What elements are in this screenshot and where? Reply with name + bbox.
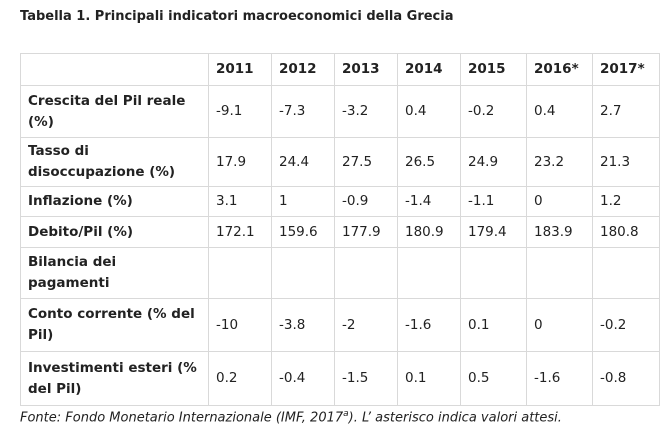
table-cell: -0.9 <box>334 186 398 217</box>
table-cell: 17.9 <box>208 137 272 187</box>
table-cell: 2.7 <box>592 85 660 138</box>
table-cell: -1.6 <box>526 351 593 406</box>
table-cell: 0 <box>526 298 593 352</box>
source-text: Fonte: Fondo Monetario Internazionale (I… <box>20 410 344 426</box>
table-cell: 180.8 <box>592 216 660 248</box>
table-cell: -1.4 <box>397 186 461 217</box>
table-cell: 23.2 <box>526 137 593 187</box>
header-row: 2011 2012 2013 2014 2015 2016* 2017* <box>20 53 660 86</box>
table-cell: -0.2 <box>592 298 660 352</box>
header-cell-2016: 2016* <box>526 53 593 86</box>
table-cell: -3.2 <box>334 85 398 138</box>
source-note: Fonte: Fondo Monetario Internazionale (I… <box>20 409 562 425</box>
table-cell: -0.4 <box>271 351 335 406</box>
table-cell: 0.1 <box>397 351 461 406</box>
table-row: Investimenti esteri (% del Pil) 0.2 -0.4… <box>20 351 660 406</box>
table-row: Debito/Pil (%) 172.1 159.6 177.9 180.9 1… <box>20 216 660 248</box>
row-label: Bilancia dei pagamenti <box>20 247 209 299</box>
row-label: Debito/Pil (%) <box>20 216 209 248</box>
table-cell: 1.2 <box>592 186 660 217</box>
table-cell: 0.2 <box>208 351 272 406</box>
table-cell: 21.3 <box>592 137 660 187</box>
row-label: Conto corrente (% del Pil) <box>20 298 209 352</box>
table-cell: -1.5 <box>334 351 398 406</box>
table-cell: 172.1 <box>208 216 272 248</box>
source-superscript: a <box>343 409 349 419</box>
table-cell: -0.8 <box>592 351 660 406</box>
table-cell <box>334 247 398 299</box>
source-text-end: ). L’ asterisco indica valori attesi. <box>348 410 562 426</box>
table-cell: -1.6 <box>397 298 461 352</box>
indicators-table: 2011 2012 2013 2014 2015 2016* 2017* Cre… <box>20 53 660 406</box>
table-cell: 0.1 <box>460 298 527 352</box>
row-label: Investimenti esteri (% del Pil) <box>20 351 209 406</box>
table-cell: -10 <box>208 298 272 352</box>
table-cell: 0.5 <box>460 351 527 406</box>
table-cell: -9.1 <box>208 85 272 138</box>
table-cell: 24.4 <box>271 137 335 187</box>
table-cell: 3.1 <box>208 186 272 217</box>
table-cell: 180.9 <box>397 216 461 248</box>
table-cell: 0.4 <box>526 85 593 138</box>
table-cell: 159.6 <box>271 216 335 248</box>
header-cell-2011: 2011 <box>208 53 272 86</box>
row-label: Inflazione (%) <box>20 186 209 217</box>
table-cell: 179.4 <box>460 216 527 248</box>
table-cell: -2 <box>334 298 398 352</box>
table-row: Conto corrente (% del Pil) -10 -3.8 -2 -… <box>20 298 660 352</box>
header-cell-2014: 2014 <box>397 53 461 86</box>
row-label: Crescita del Pil reale (%) <box>20 85 209 138</box>
table-cell: -1.1 <box>460 186 527 217</box>
table-cell: 0.4 <box>397 85 461 138</box>
table-cell: -0.2 <box>460 85 527 138</box>
table-cell: 177.9 <box>334 216 398 248</box>
table-cell: 27.5 <box>334 137 398 187</box>
table-row: Tasso di disoccupazione (%) 17.9 24.4 27… <box>20 137 660 187</box>
table-cell <box>460 247 527 299</box>
table-row: Inflazione (%) 3.1 1 -0.9 -1.4 -1.1 0 1.… <box>20 186 660 217</box>
table-cell <box>397 247 461 299</box>
table-cell: -3.8 <box>271 298 335 352</box>
table-row: Bilancia dei pagamenti <box>20 247 660 299</box>
header-cell-2017: 2017* <box>592 53 660 86</box>
table-cell: 0 <box>526 186 593 217</box>
table-cell <box>271 247 335 299</box>
table-cell: 24.9 <box>460 137 527 187</box>
table-cell: -7.3 <box>271 85 335 138</box>
header-cell-2013: 2013 <box>334 53 398 86</box>
table-cell <box>592 247 660 299</box>
table-cell <box>208 247 272 299</box>
row-label: Tasso di disoccupazione (%) <box>20 137 209 187</box>
table-row: Crescita del Pil reale (%) -9.1 -7.3 -3.… <box>20 85 660 138</box>
table-cell <box>526 247 593 299</box>
header-cell-2012: 2012 <box>271 53 335 86</box>
table-title: Tabella 1. Principali indicatori macroec… <box>20 9 454 24</box>
table-cell: 183.9 <box>526 216 593 248</box>
header-cell-2015: 2015 <box>460 53 527 86</box>
table-cell: 1 <box>271 186 335 217</box>
header-cell-empty <box>20 53 209 86</box>
table-cell: 26.5 <box>397 137 461 187</box>
